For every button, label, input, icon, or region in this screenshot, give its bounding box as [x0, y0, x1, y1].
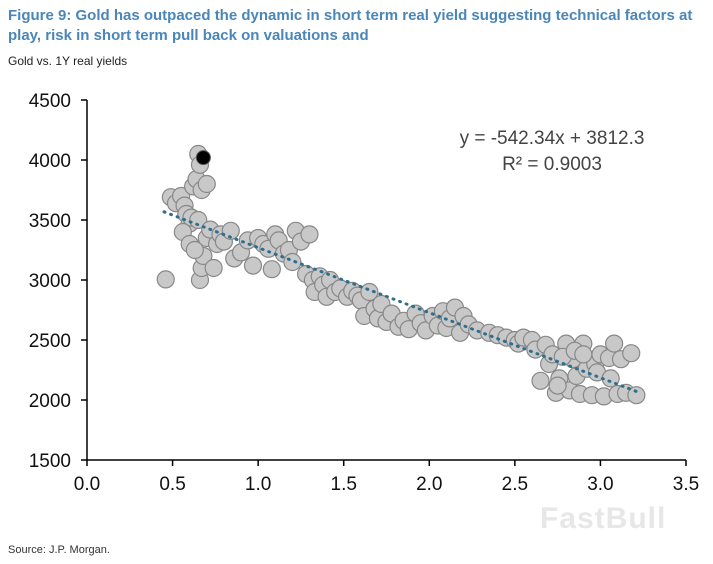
data-point: [531, 371, 550, 390]
data-point: [204, 258, 223, 278]
chart-axes: 1500 2000 2500 3000 3500 4000 4500 0.0 0.5 1.0 1.5…: [29, 91, 699, 495]
x-tick-label: 2.0: [416, 474, 442, 495]
data-point: [605, 334, 624, 353]
scatter-points: [156, 144, 646, 406]
data-point: [156, 270, 175, 289]
r-squared-label: R² = 0.9003: [502, 154, 602, 175]
x-tick-label: 0.5: [159, 474, 185, 495]
trendline-path: [162, 210, 640, 394]
figure-subtitle: Gold vs. 1Y real yields: [8, 54, 128, 68]
data-point: [243, 256, 263, 275]
watermark-logo: FastBull: [540, 502, 667, 535]
y-tick-label: 3000: [29, 271, 71, 292]
data-point: [548, 376, 567, 395]
y-tick-label: 1500: [29, 451, 71, 472]
data-point: [627, 386, 646, 405]
y-tick-label: 2500: [29, 331, 71, 352]
data-point: [185, 240, 204, 260]
y-tick-label: 4000: [29, 151, 71, 172]
data-point: [189, 210, 208, 230]
x-tick-label: 3.0: [587, 474, 613, 495]
source-note: Source: J.P. Morgan.: [8, 544, 110, 556]
data-point: [262, 260, 281, 279]
data-point: [221, 221, 240, 240]
data-point: [300, 225, 319, 244]
x-tick-label: 3.5: [673, 474, 699, 495]
data-point: [360, 282, 379, 302]
x-tick-label: 1.0: [245, 474, 271, 495]
data-point: [197, 174, 216, 194]
y-tick-label: 4500: [29, 91, 71, 112]
x-tick-label: 0.0: [74, 474, 100, 495]
latest-data-point: [195, 150, 211, 166]
data-point: [622, 344, 641, 363]
regression-equation: y = -542.34x + 3812.3: [460, 128, 645, 149]
y-tick-label: 3500: [29, 211, 71, 232]
y-tick-label: 2000: [29, 391, 71, 412]
x-tick-label: 2.5: [502, 474, 528, 495]
data-point: [574, 345, 593, 364]
x-tick-label: 1.5: [331, 474, 357, 495]
scatter-chart: 1500 2000 2500 3000 3500 4000 4500 0.0 0.5 1.0 1.5…: [29, 91, 699, 495]
trendline: [162, 210, 640, 394]
figure-title: Figure 9: Gold has outpaced the dynamic …: [8, 7, 693, 44]
data-point: [283, 252, 302, 272]
